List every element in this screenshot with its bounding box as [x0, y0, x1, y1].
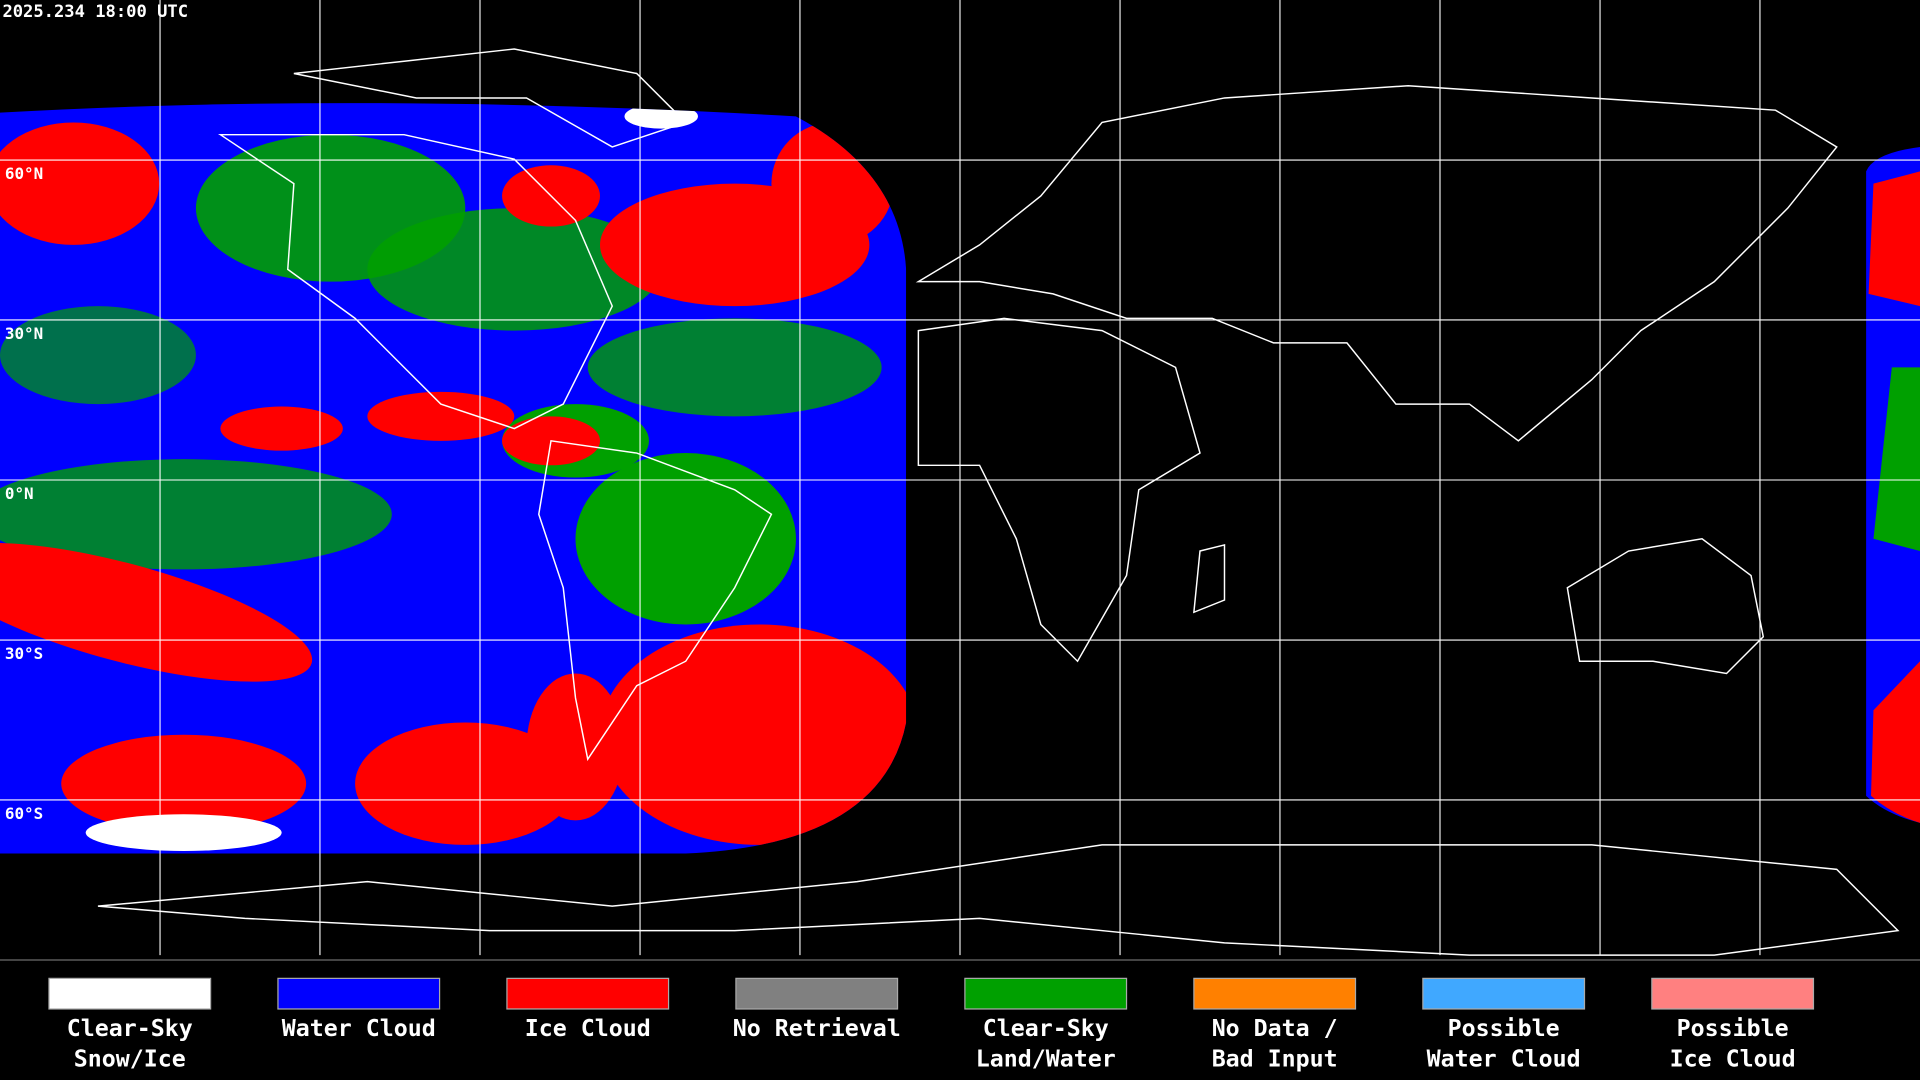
latitude-labels: 60°N 30°N 0°N 30°S 60°S — [5, 164, 43, 823]
coastlines — [97, 48, 1900, 956]
legend-label: No Data / — [1212, 1015, 1338, 1042]
legend-swatch — [1422, 977, 1586, 1010]
satellite-coverage — [0, 103, 1920, 854]
legend-swatch — [1193, 977, 1357, 1010]
legend-swatch — [735, 977, 899, 1010]
latitude-label: 0°N — [5, 484, 34, 503]
timestamp: 2025.234 18:00 UTC — [2, 2, 188, 22]
legend-swatch — [277, 977, 441, 1010]
latitude-label: 60°S — [5, 804, 43, 823]
legend: Clear-Sky Snow/Ice Water Cloud Ice Cloud No … — [48, 977, 1815, 1073]
legend-label: Ice Cloud — [525, 1015, 651, 1042]
legend-label: Clear-Sky — [983, 1015, 1109, 1042]
legend-label: Ice Cloud — [1670, 1046, 1796, 1073]
graticule — [0, 0, 1920, 961]
legend-label: Water Cloud — [282, 1015, 436, 1042]
legend-swatch — [964, 977, 1128, 1010]
latitude-label: 30°N — [5, 324, 43, 343]
legend-swatch — [506, 977, 670, 1010]
latitude-label: 60°N — [5, 164, 43, 183]
legend-swatch — [1651, 977, 1815, 1010]
legend-label: No Retrieval — [733, 1015, 901, 1042]
legend-label: Water Cloud — [1427, 1046, 1581, 1073]
legend-label: Possible — [1448, 1015, 1560, 1042]
legend-label: Snow/Ice — [74, 1046, 186, 1073]
legend-label: Clear-Sky — [67, 1015, 193, 1042]
legend-label: Possible — [1677, 1015, 1789, 1042]
legend-label: Land/Water — [976, 1046, 1116, 1073]
latitude-label: 30°S — [5, 644, 43, 663]
legend-swatch — [48, 977, 212, 1010]
legend-label: Bad Input — [1212, 1046, 1338, 1073]
